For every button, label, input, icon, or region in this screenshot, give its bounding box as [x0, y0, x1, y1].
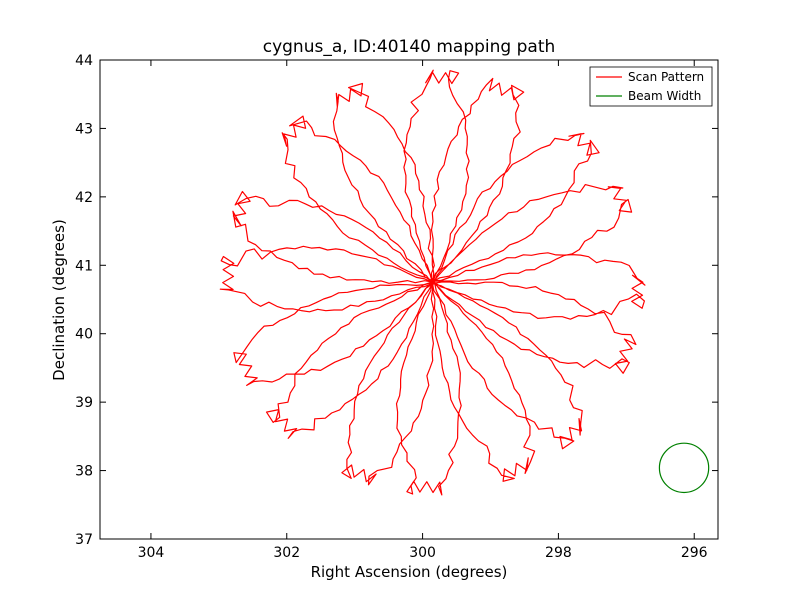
- y-tick-label: 38: [75, 464, 93, 480]
- scan-pattern-line: [219, 69, 646, 496]
- y-tick-label: 43: [75, 121, 93, 137]
- x-axis-label: Right Ascension (degrees): [311, 563, 508, 581]
- x-tick-label: 296: [681, 545, 708, 561]
- y-axis: 37 38 39 40 41 42 43 44: [75, 53, 718, 548]
- axes-frame: [99, 59, 719, 540]
- y-tick-label: 42: [75, 190, 93, 206]
- x-tick-label: 300: [409, 545, 436, 561]
- y-tick-label: 41: [75, 258, 93, 274]
- chart-title: cygnus_a, ID:40140 mapping path: [263, 37, 556, 57]
- y-tick-label: 39: [75, 395, 93, 411]
- x-tick-label: 302: [273, 545, 300, 561]
- legend-label-beam-width: Beam Width: [628, 89, 701, 103]
- x-tick-label: 298: [545, 545, 572, 561]
- legend-label-scan-pattern: Scan Pattern: [628, 70, 704, 84]
- legend: Scan Pattern Beam Width: [589, 66, 713, 107]
- legend-box: [589, 66, 713, 107]
- x-axis: 304 302 300 298 296: [138, 60, 708, 561]
- y-tick-label: 44: [75, 53, 93, 69]
- plot-area: [219, 69, 710, 496]
- y-tick-label: 37: [75, 532, 93, 548]
- y-axis-label: Declination (degrees): [50, 219, 68, 381]
- beam-width-circle: [658, 442, 710, 494]
- x-tick-label: 304: [138, 545, 165, 561]
- y-tick-label: 40: [75, 327, 93, 343]
